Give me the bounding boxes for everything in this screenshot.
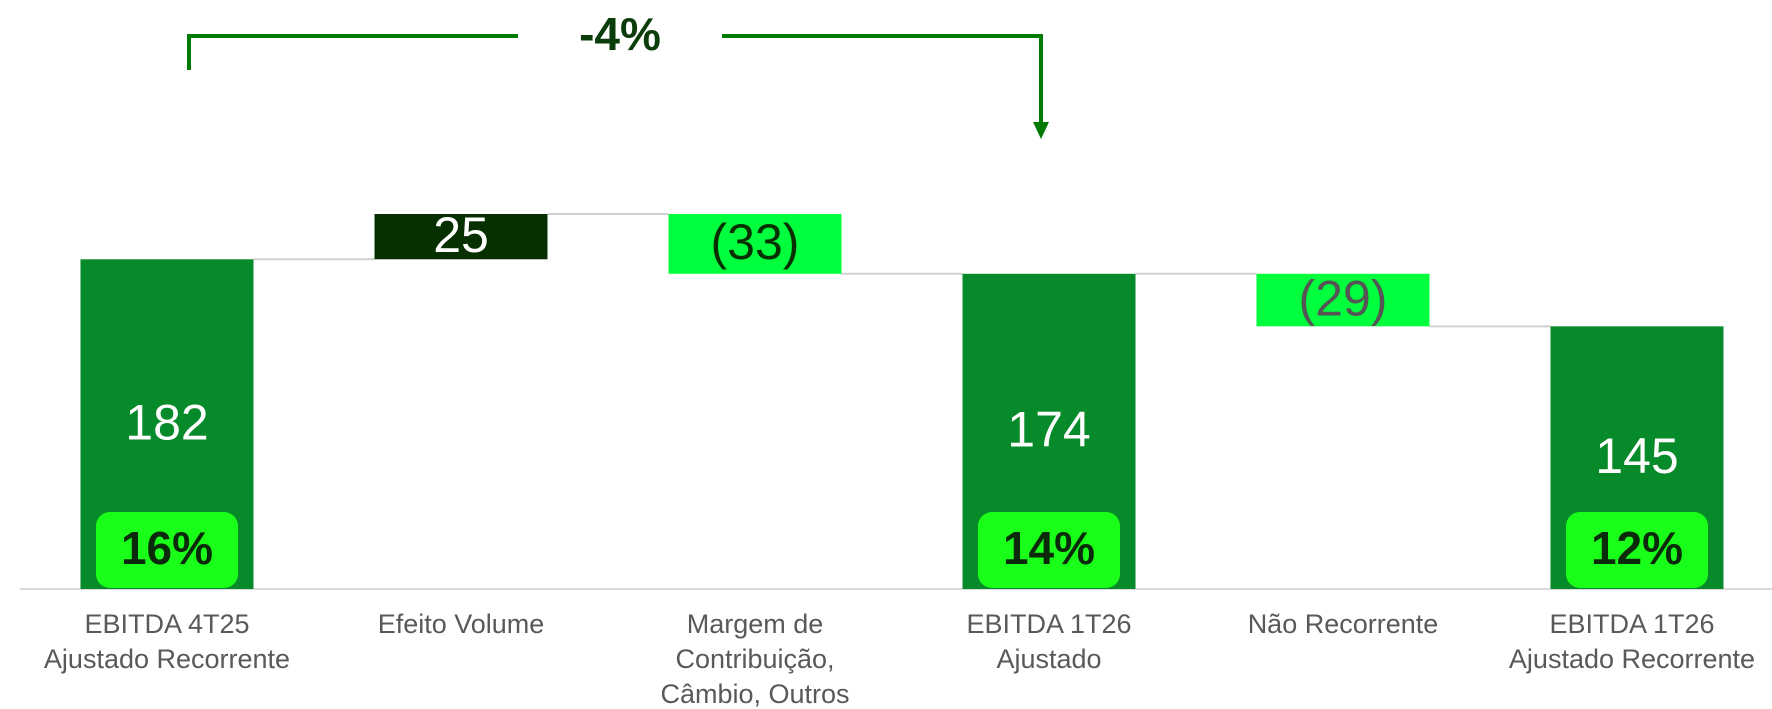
x-tick-label: Ajustado <box>996 644 1101 674</box>
value-label: (29) <box>1299 270 1388 326</box>
value-label: 174 <box>1007 402 1090 458</box>
x-tick-label: EBITDA 1T26 <box>1549 609 1714 639</box>
change-bracket <box>187 34 1043 124</box>
bracket-right <box>722 34 1043 124</box>
bar <box>374 214 548 260</box>
bar <box>668 214 842 274</box>
x-tick-label: Ajustado Recorrente <box>44 644 290 674</box>
margin-badge <box>96 512 238 588</box>
margin-badge <box>1566 512 1708 588</box>
x-tick-label: Câmbio, Outros <box>660 679 849 709</box>
value-label: 182 <box>125 394 208 450</box>
x-tick-label: Contribuição, <box>675 644 834 674</box>
bar <box>1256 273 1430 327</box>
change-label: -4% <box>579 8 661 60</box>
x-tick-label: Não Recorrente <box>1248 609 1439 639</box>
value-label: (33) <box>711 214 800 270</box>
bracket-left <box>187 34 518 70</box>
x-tick-label: EBITDA 4T25 <box>84 609 249 639</box>
value-label: 145 <box>1595 428 1678 484</box>
arrow-head <box>1033 122 1049 139</box>
x-tick-label: Ajustado Recorrente <box>1509 644 1755 674</box>
x-tick-label: Margem de <box>687 609 824 639</box>
x-tick-label: EBITDA 1T26 <box>966 609 1131 639</box>
margin-label: 12% <box>1591 522 1683 574</box>
margin-label: 16% <box>121 522 213 574</box>
x-tick-label: Efeito Volume <box>378 609 545 639</box>
margin-label: 14% <box>1003 522 1095 574</box>
value-label: 25 <box>433 207 489 263</box>
margin-badge <box>978 512 1120 588</box>
